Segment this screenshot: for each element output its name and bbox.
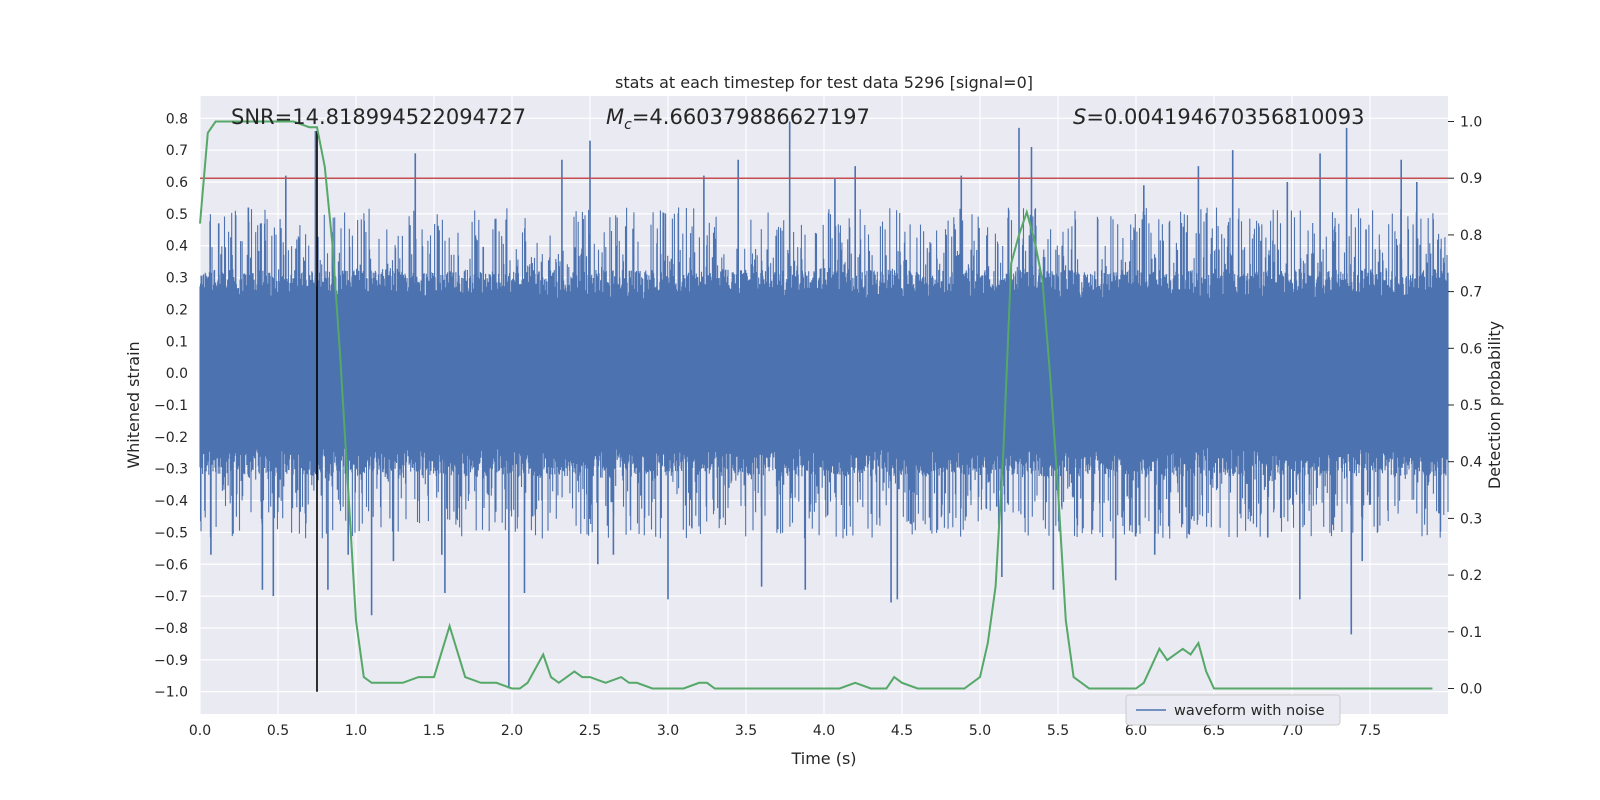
s-value: =0.004194670356810093 — [1086, 105, 1364, 129]
left-y-tick-label: −1.0 — [154, 685, 188, 701]
left-y-tick-label: −0.2 — [154, 430, 188, 446]
left-y-tick-label: −0.7 — [154, 589, 188, 605]
snr-annotation: SNR=14.818994522094727 — [231, 105, 526, 129]
left-y-tick-label: −0.9 — [154, 653, 188, 669]
right-y-tick-label: 0.5 — [1460, 398, 1482, 414]
chirp-mass-subscript: c — [624, 117, 632, 133]
left-y-tick-label: 0.6 — [166, 175, 188, 191]
right-y-tick-label: 0.3 — [1460, 511, 1482, 527]
right-y-tick-label: 0.0 — [1460, 681, 1482, 697]
x-tick-label: 4.0 — [813, 723, 835, 739]
x-axis-label: Time (s) — [790, 749, 856, 768]
x-axis-ticks: 0.0 0.5 1.0 1.5 2.0 2.5 3.0 3.5 4.0 4.5 5.0 5.5 6.0 6… — [189, 723, 1381, 739]
left-y-tick-label: 0.5 — [166, 207, 188, 223]
x-tick-label: 7.0 — [1281, 723, 1303, 739]
left-y-tick-label: 0.3 — [166, 271, 188, 287]
right-y-axis-label: Detection probability — [1485, 321, 1504, 489]
left-y-tick-label: −0.6 — [154, 557, 188, 573]
left-y-tick-label: −0.4 — [154, 494, 188, 510]
x-tick-label: 1.0 — [345, 723, 367, 739]
waveform-series — [199, 121, 1449, 689]
left-y-tick-label: −0.5 — [154, 525, 188, 541]
chirp-mass-annotation: Mc=4.660379886627197 — [606, 105, 870, 133]
legend: waveform with noise — [1125, 694, 1341, 726]
right-y-tick-label: 0.9 — [1460, 171, 1482, 187]
x-tick-label: 2.0 — [501, 723, 523, 739]
chart-title: stats at each timestep for test data 529… — [615, 73, 1033, 92]
right-y-tick-label: 0.6 — [1460, 341, 1482, 357]
x-tick-label: 7.5 — [1359, 723, 1381, 739]
left-y-axis-ticks: 0.8 0.7 0.6 0.5 0.4 0.3 0.2 0.1 0.0 −0.1 −0.2 −0.3 −… — [154, 111, 188, 700]
x-tick-label: 2.5 — [579, 723, 601, 739]
left-y-tick-label: −0.1 — [154, 398, 188, 414]
x-tick-label: 3.0 — [657, 723, 679, 739]
right-y-tick-label: 0.7 — [1460, 285, 1482, 301]
left-y-tick-label: 0.0 — [166, 366, 188, 382]
legend-label-waveform: waveform with noise — [1174, 703, 1325, 719]
x-tick-label: 5.5 — [1047, 723, 1069, 739]
x-tick-label: 4.5 — [891, 723, 913, 739]
left-y-tick-label: 0.2 — [166, 302, 188, 318]
x-tick-label: 0.5 — [267, 723, 289, 739]
waveform-core-band — [200, 298, 1448, 448]
detection-probability-line — [199, 120, 1433, 690]
left-y-tick-label: 0.7 — [166, 143, 188, 159]
right-y-tick-label: 0.1 — [1460, 625, 1482, 641]
x-tick-label: 6.0 — [1125, 723, 1147, 739]
right-y-axis-ticks: 1.0 0.9 0.8 0.7 0.6 0.5 0.4 0.3 0.2 0.1 0.0 — [1448, 115, 1482, 697]
x-tick-label: 1.5 — [423, 723, 445, 739]
right-y-tick-label: 0.4 — [1460, 455, 1482, 471]
s-annotation: S=0.004194670356810093 — [1073, 105, 1364, 129]
x-tick-label: 6.5 — [1203, 723, 1225, 739]
x-tick-label: 3.5 — [735, 723, 757, 739]
detection-probability-series — [199, 120, 1433, 690]
left-y-tick-label: −0.3 — [154, 462, 188, 478]
left-y-tick-label: 0.8 — [166, 111, 188, 127]
right-y-tick-label: 0.2 — [1460, 568, 1482, 584]
right-y-tick-label: 1.0 — [1460, 115, 1482, 131]
left-y-tick-label: −0.8 — [154, 621, 188, 637]
legend-box — [1125, 694, 1341, 726]
chirp-mass-value: =4.660379886627197 — [632, 105, 870, 129]
left-y-axis-label: Whitened strain — [124, 341, 143, 468]
left-y-tick-label: 0.1 — [166, 334, 188, 350]
s-symbol: S — [1073, 105, 1086, 129]
left-y-tick-label: 0.4 — [166, 239, 188, 255]
x-tick-label: 5.0 — [969, 723, 991, 739]
right-y-tick-label: 0.8 — [1460, 228, 1482, 244]
chirp-mass-symbol: M — [606, 105, 624, 129]
x-tick-label: 0.0 — [189, 723, 211, 739]
